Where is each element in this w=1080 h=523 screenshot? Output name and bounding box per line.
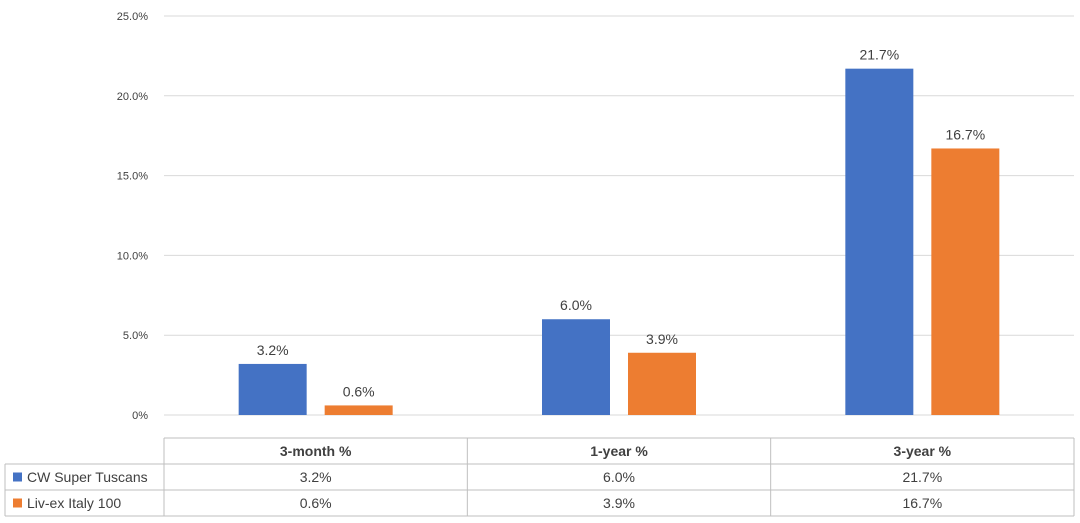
bar — [324, 405, 393, 415]
table-cell: 21.7% — [902, 469, 942, 485]
table-cell: 0.6% — [300, 495, 332, 511]
bar-data-label: 3.2% — [257, 342, 289, 358]
legend-swatch — [13, 498, 22, 508]
bar — [845, 68, 914, 415]
bar-data-label: 3.9% — [646, 331, 678, 347]
bar-data-label: 16.7% — [945, 126, 985, 142]
y-tick-label: 5.0% — [123, 330, 148, 342]
y-tick-label: 25.0% — [117, 11, 148, 23]
legend-swatch — [13, 472, 22, 482]
y-tick-label: 15.0% — [117, 171, 148, 183]
table-column-header: 3-month % — [280, 443, 352, 459]
data-table: 3-month % 1-year % 3-year % CW Super Tuscan… — [4, 437, 1075, 517]
legend-entry: CW Super Tuscans — [27, 469, 148, 485]
y-tick-label: 10.0% — [117, 250, 148, 262]
bar — [931, 148, 1000, 415]
table-column-header: 1-year % — [590, 443, 648, 459]
bar-data-label: 21.7% — [859, 47, 899, 63]
bar — [628, 352, 696, 415]
table-cell: 6.0% — [603, 469, 635, 485]
y-axis-ticks: 0% 5.0% 10.0% 15.0% 20.0% 25.0% — [117, 11, 148, 422]
bar — [542, 319, 610, 415]
gridlines — [164, 15, 1074, 416]
bars — [238, 68, 1000, 415]
legend-entry: Liv-ex Italy 100 — [27, 495, 121, 511]
data-labels: 3.2% 0.6% 6.0% 3.9% 21.7% 16.7% — [257, 47, 985, 400]
table-column-header: 3-year % — [894, 443, 952, 459]
table-cell: 16.7% — [902, 495, 942, 511]
table-cell: 3.2% — [300, 469, 332, 485]
bar — [238, 363, 307, 415]
y-tick-label: 0% — [132, 410, 148, 422]
bar-data-label: 6.0% — [560, 297, 592, 313]
bar-data-label: 0.6% — [343, 383, 375, 399]
table-cell: 3.9% — [603, 495, 635, 511]
y-tick-label: 20.0% — [117, 91, 148, 103]
